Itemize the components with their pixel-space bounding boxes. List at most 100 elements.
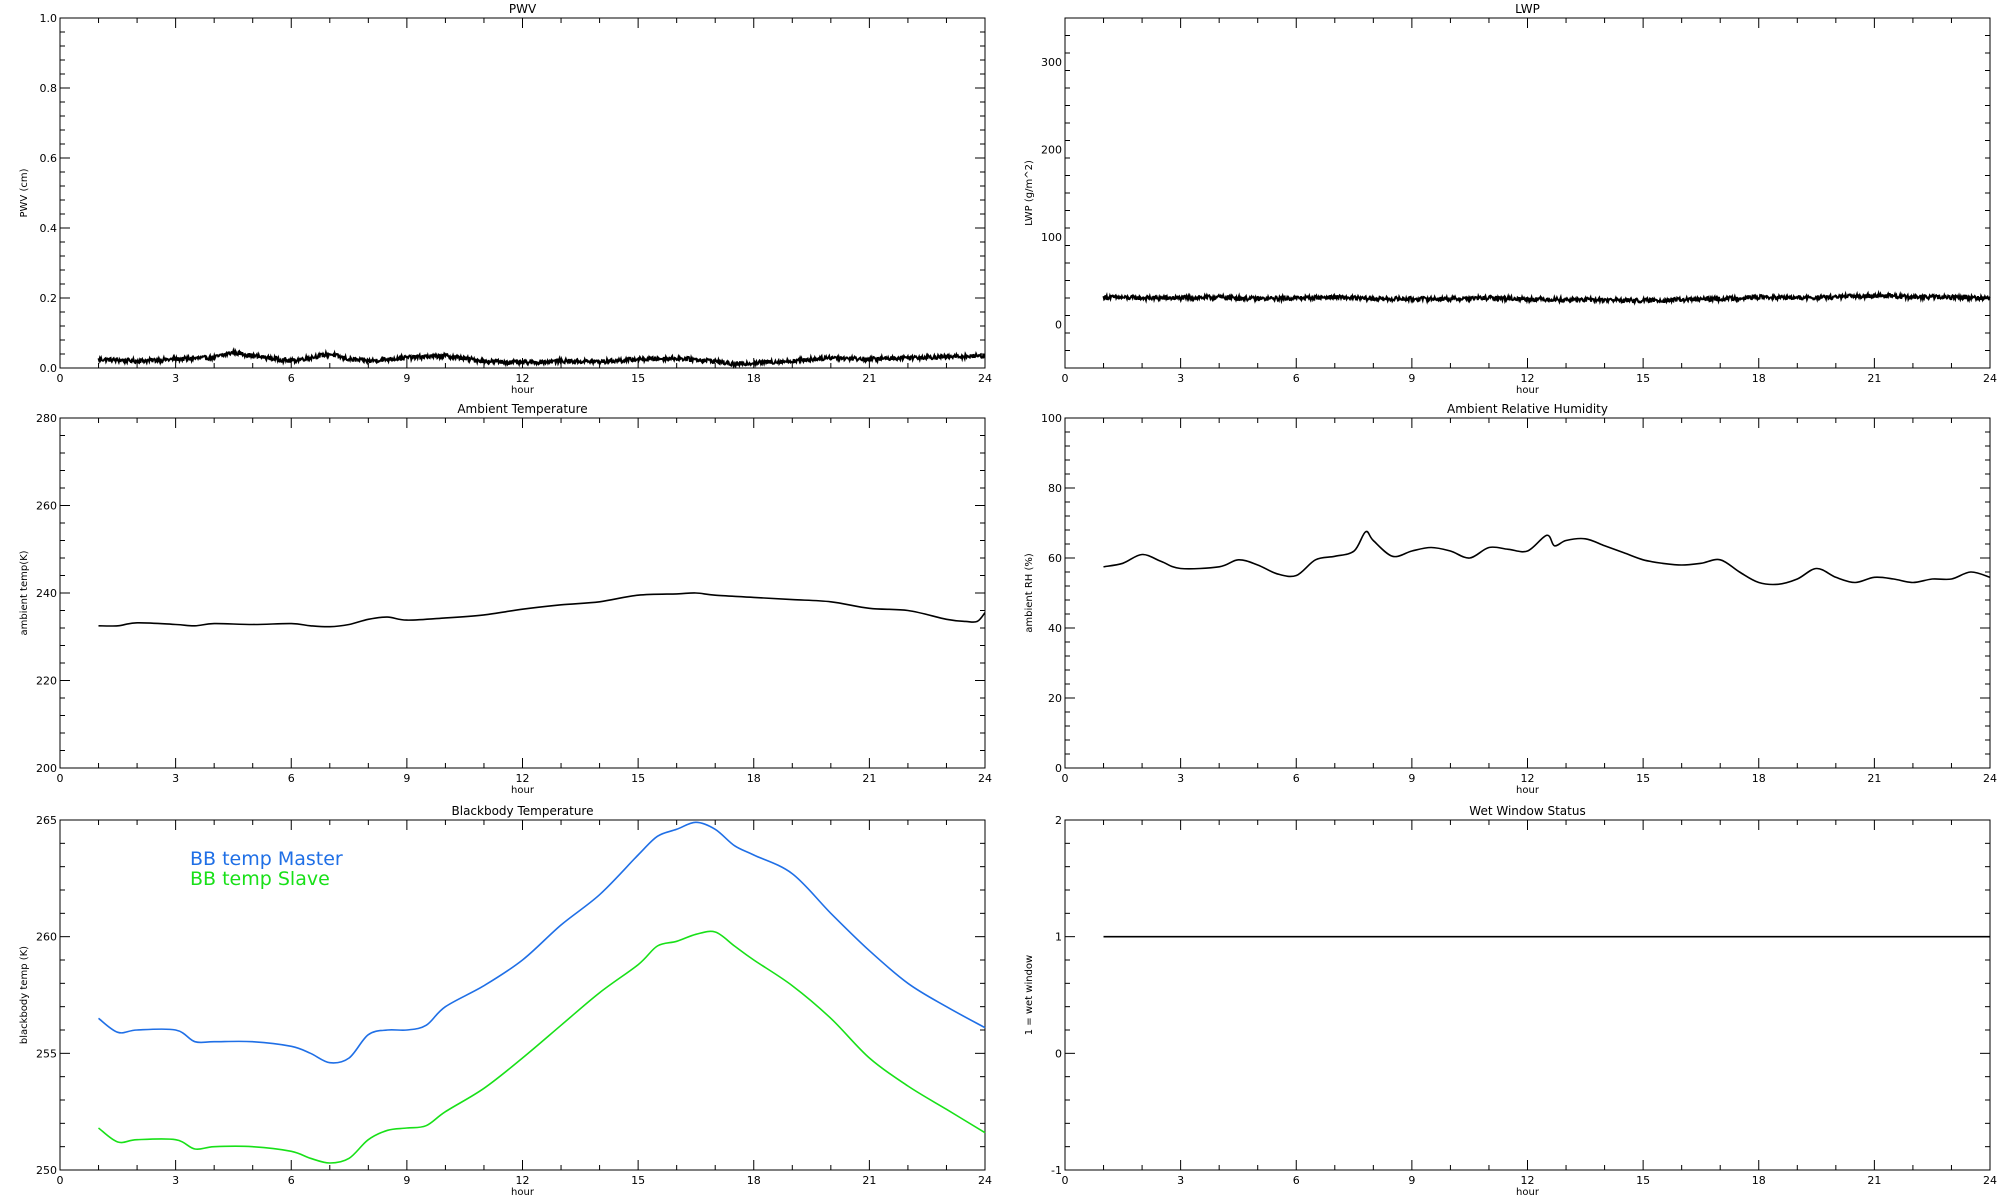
y-tick-label: 200 [1041, 143, 1062, 156]
y-tick-label: 0.0 [40, 362, 58, 375]
x-tick-label: 18 [1752, 372, 1766, 385]
x-axis-label: hour [1516, 385, 1540, 396]
x-tick-label: 18 [1752, 1174, 1766, 1187]
y-axis-label: ambient temp(K) [19, 550, 30, 635]
y-tick-label: 265 [36, 814, 57, 827]
series-line [98, 592, 986, 628]
legend-entry: BB temp Master [190, 848, 343, 870]
plot-frame [1064, 819, 1991, 1171]
x-tick-label: 24 [978, 1174, 992, 1187]
x-tick-label: 18 [747, 372, 761, 385]
x-tick-label: 15 [1636, 772, 1650, 785]
y-tick-label: 0.8 [40, 82, 58, 95]
x-tick-label: 3 [1177, 372, 1184, 385]
y-axis-label: ambient RH (%) [1024, 553, 1035, 633]
x-tick-label: 12 [516, 372, 530, 385]
x-tick-label: 21 [1867, 1174, 1881, 1187]
y-tick-label: 100 [1041, 412, 1062, 425]
x-tick-label: 9 [403, 772, 410, 785]
y-axis-label: PWV (cm) [19, 168, 30, 217]
chart-title: Wet Window Status [1469, 804, 1585, 818]
y-tick-label: 100 [1041, 231, 1062, 244]
plot-frame [1064, 417, 1991, 769]
x-tick-label: 12 [1521, 772, 1535, 785]
x-axis-label: hour [1516, 1187, 1540, 1198]
chart-panel: Ambient Relative Humidity 0 3 6 9 12 15 18 21 24 h… [1024, 402, 1997, 796]
y-tick-label: 0 [1055, 318, 1062, 331]
x-tick-label: 3 [172, 372, 179, 385]
chart-panel: Ambient Temperature 0 3 6 9 12 15 18 21 24 hour 200… [19, 402, 992, 796]
y-tick-label: 0 [1055, 762, 1062, 775]
x-tick-label: 18 [747, 772, 761, 785]
chart-title: Ambient Relative Humidity [1447, 402, 1608, 416]
x-tick-label: 15 [1636, 372, 1650, 385]
plot-frame [59, 417, 986, 769]
series-line [1103, 530, 1991, 586]
chart-title: PWV [509, 2, 537, 16]
x-tick-label: 21 [862, 1174, 876, 1187]
y-tick-label: 260 [36, 500, 57, 513]
y-tick-label: 220 [36, 675, 57, 688]
x-tick-label: 15 [631, 772, 645, 785]
y-tick-label: 0.4 [40, 222, 58, 235]
x-tick-label: 0 [1062, 1174, 1069, 1187]
chart-title: LWP [1515, 2, 1540, 16]
x-tick-label: 6 [288, 372, 295, 385]
chart-title: Blackbody Temperature [452, 804, 594, 818]
y-axis-label: blackbody temp (K) [19, 946, 30, 1044]
series-line [98, 821, 986, 1064]
x-tick-label: 0 [57, 772, 64, 785]
y-tick-label: 280 [36, 412, 57, 425]
y-tick-label: -1 [1051, 1164, 1062, 1177]
y-tick-label: 200 [36, 762, 57, 775]
chart-panel: Blackbody Temperature 0 3 6 9 12 15 18 21 24 hour 2… [19, 804, 992, 1198]
x-tick-label: 0 [57, 372, 64, 385]
x-tick-label: 21 [862, 372, 876, 385]
chart-title: Ambient Temperature [457, 402, 587, 416]
x-axis-label: hour [511, 385, 535, 396]
x-tick-label: 15 [631, 372, 645, 385]
x-tick-label: 6 [1293, 372, 1300, 385]
x-tick-label: 0 [57, 1174, 64, 1187]
x-tick-label: 21 [1867, 772, 1881, 785]
x-tick-label: 24 [978, 372, 992, 385]
plot-frame [59, 17, 986, 369]
x-tick-label: 24 [1983, 372, 1997, 385]
x-tick-label: 12 [1521, 372, 1535, 385]
y-tick-label: 0.2 [40, 292, 58, 305]
y-tick-label: 40 [1048, 622, 1062, 635]
x-tick-label: 3 [172, 772, 179, 785]
x-tick-label: 0 [1062, 372, 1069, 385]
y-tick-label: 255 [36, 1047, 57, 1060]
x-tick-label: 15 [1636, 1174, 1650, 1187]
series-line [97, 346, 986, 369]
x-tick-label: 9 [1408, 372, 1415, 385]
x-tick-label: 24 [978, 772, 992, 785]
plot-frame [1064, 17, 1991, 369]
x-axis-label: hour [511, 785, 535, 796]
x-tick-label: 6 [1293, 772, 1300, 785]
x-tick-label: 6 [1293, 1174, 1300, 1187]
y-tick-label: 0 [1055, 1047, 1062, 1060]
y-tick-label: 20 [1048, 692, 1062, 705]
y-tick-label: 1.0 [40, 12, 58, 25]
y-tick-label: 2 [1055, 814, 1062, 827]
x-tick-label: 0 [1062, 772, 1069, 785]
y-tick-label: 80 [1048, 482, 1062, 495]
y-tick-label: 250 [36, 1164, 57, 1177]
series-line [1102, 289, 1991, 306]
series-line [98, 930, 986, 1164]
x-tick-label: 21 [862, 772, 876, 785]
chart-panel: LWP 0 3 6 9 12 15 18 21 24 hour 0 100 200 300 LWP (g/m^… [1024, 2, 1997, 396]
y-tick-label: 60 [1048, 552, 1062, 565]
x-tick-label: 15 [631, 1174, 645, 1187]
x-tick-label: 3 [1177, 772, 1184, 785]
x-tick-label: 6 [288, 772, 295, 785]
y-tick-label: 240 [36, 587, 57, 600]
x-tick-label: 12 [1521, 1174, 1535, 1187]
x-axis-label: hour [1516, 785, 1540, 796]
y-axis-label: 1 = wet window [1024, 955, 1035, 1035]
legend-entry: BB temp Slave [190, 868, 330, 890]
